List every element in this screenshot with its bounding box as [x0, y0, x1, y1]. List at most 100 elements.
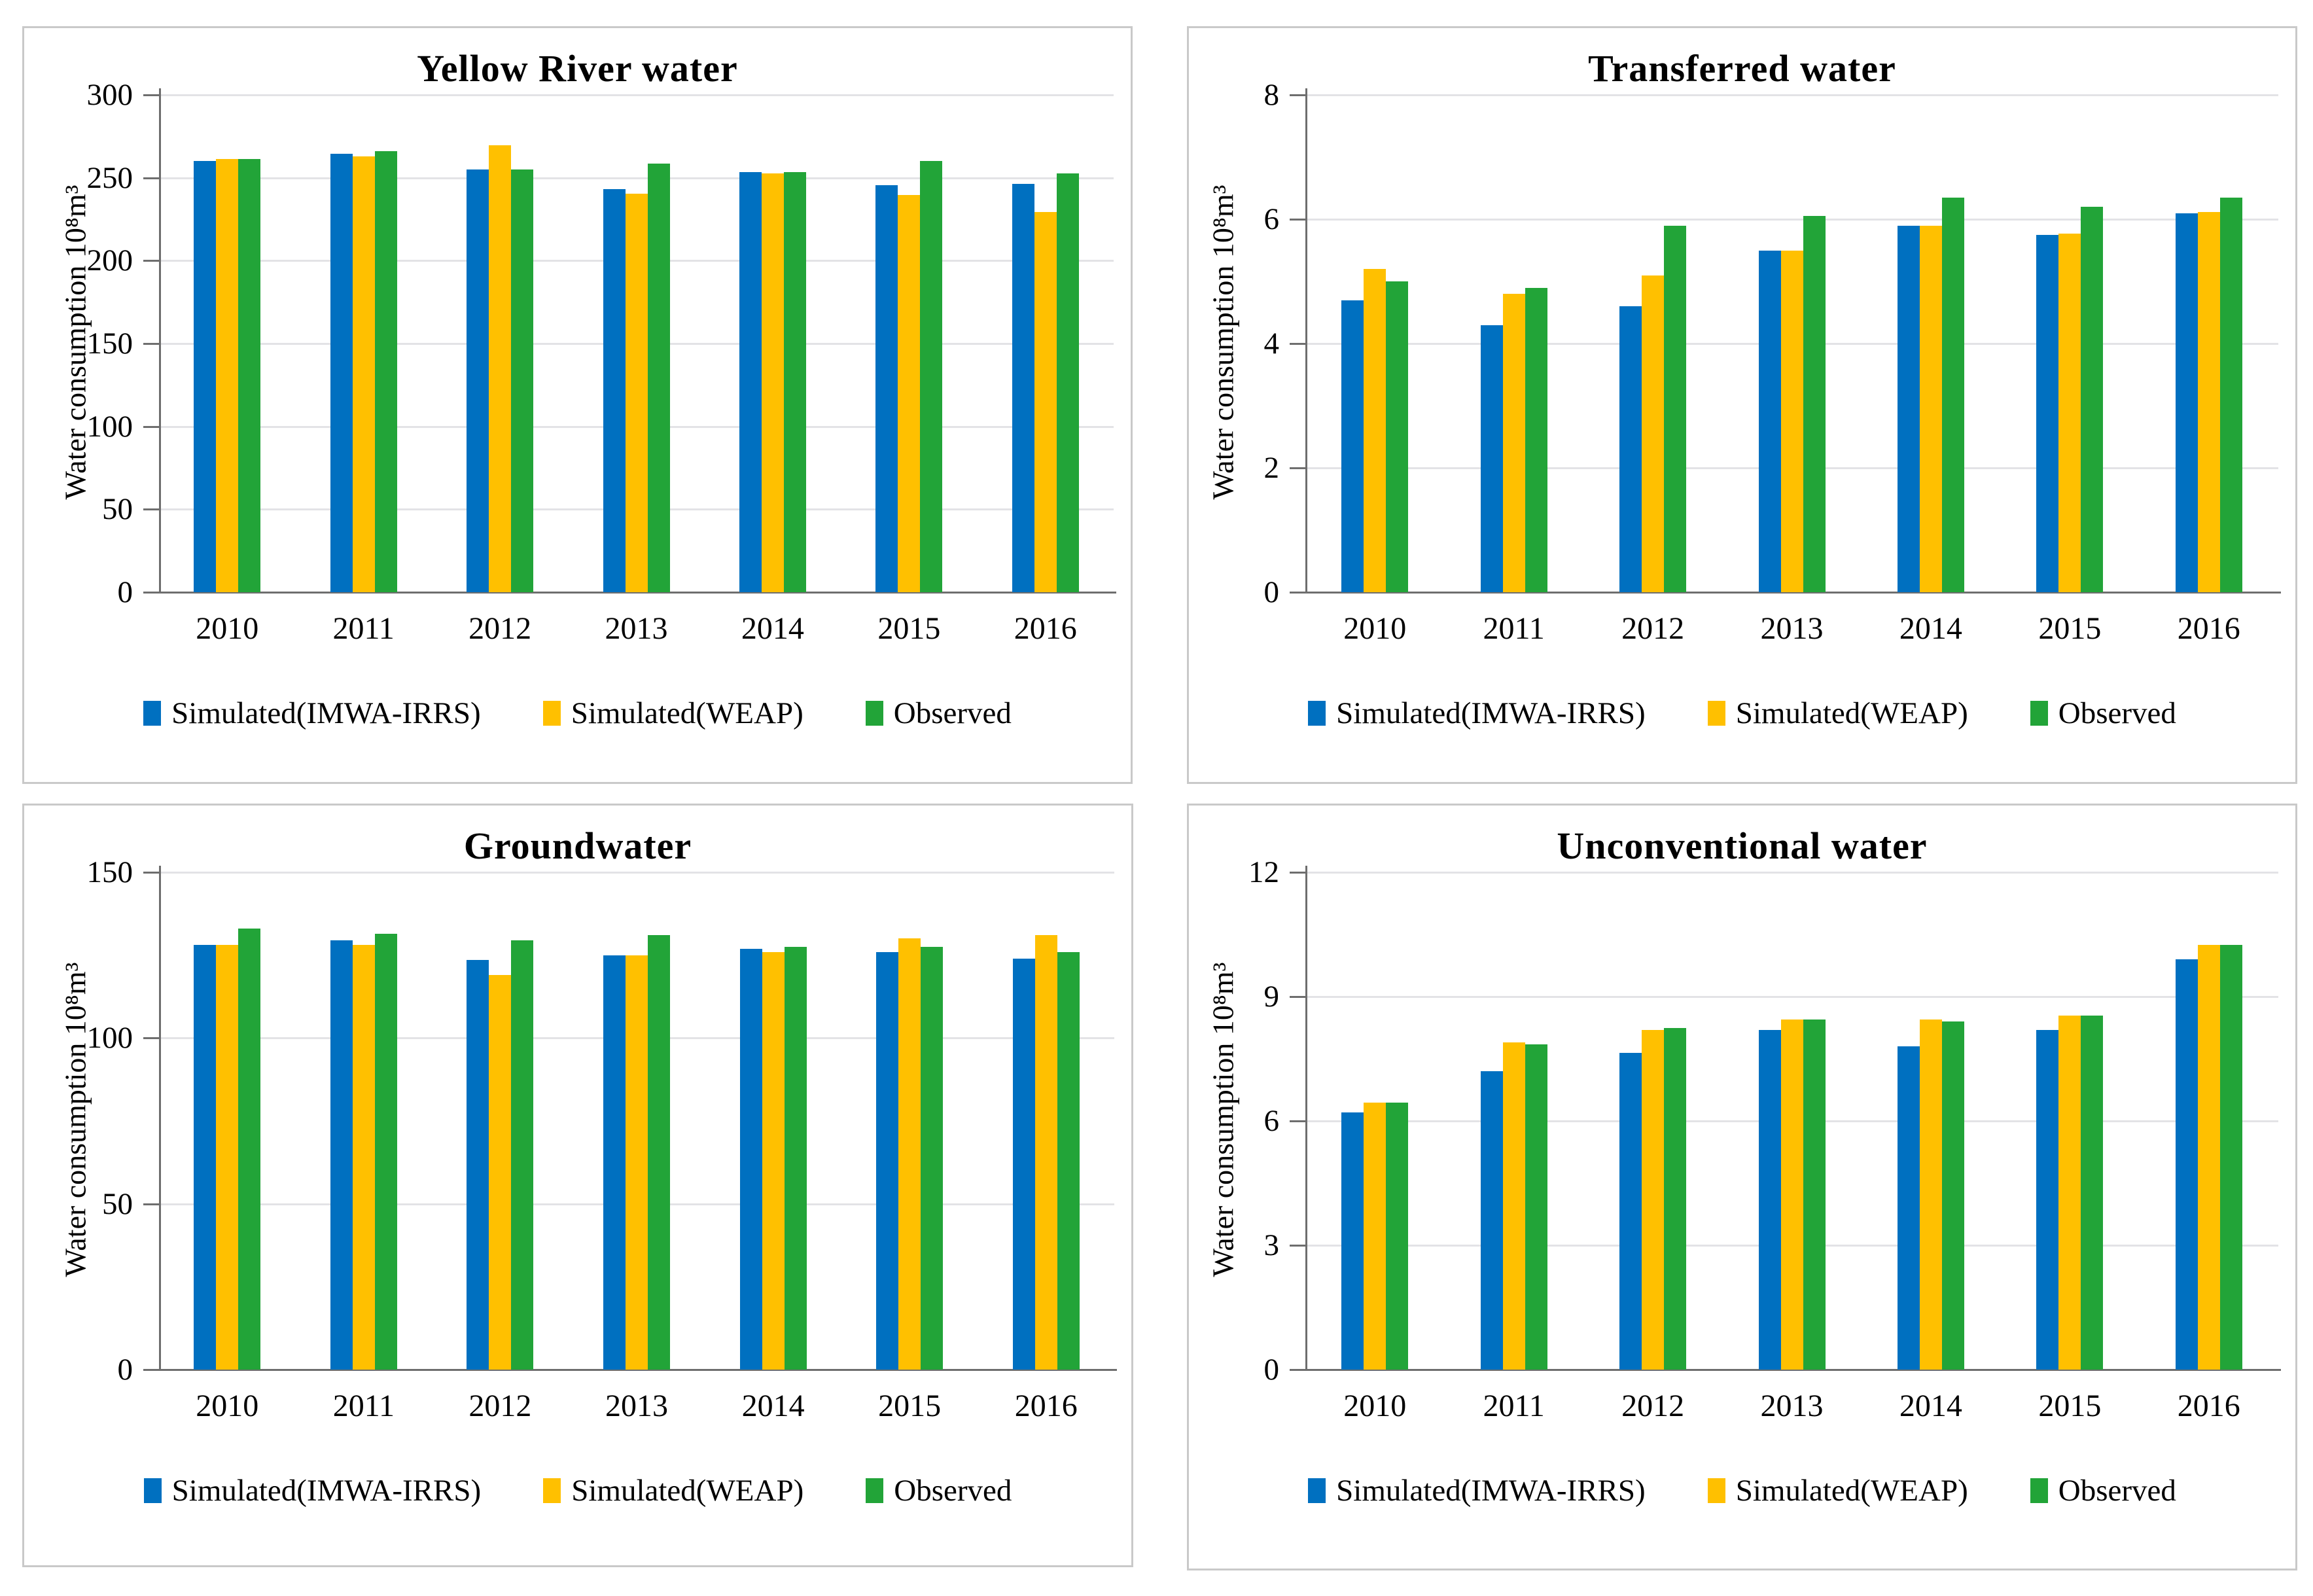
legend-label: Observed — [2058, 1474, 2176, 1508]
bar-simulated-weap--2015 — [2058, 233, 2081, 592]
legend-item: Simulated(IMWA-IRRS) — [143, 696, 481, 731]
legend-marker-simulated-imwa-irrs- — [143, 701, 162, 726]
bar-observed-2015 — [2081, 207, 2104, 592]
bar-simulated-imwa-irrs--2011 — [1480, 325, 1503, 592]
chart-title: Unconventional water — [1557, 825, 1928, 867]
legend-label: Simulated(WEAP) — [1735, 696, 1968, 730]
legend-item: Simulated(WEAP) — [543, 1473, 803, 1508]
legend-label: Simulated(WEAP) — [571, 696, 803, 730]
bar-observed-2010 — [1386, 1102, 1409, 1370]
bar-simulated-weap--2010 — [216, 158, 239, 592]
bar-simulated-imwa-irrs--2010 — [1341, 300, 1364, 592]
x-axis-category-label: 2010 — [196, 1389, 259, 1423]
bar-simulated-weap--2016 — [1034, 935, 1057, 1370]
legend-item: Simulated(WEAP) — [1707, 696, 1968, 731]
x-axis-category-label: 2011 — [332, 1389, 395, 1423]
x-axis-category-label: 2012 — [468, 611, 532, 646]
bar-simulated-imwa-irrs--2013 — [603, 955, 626, 1370]
x-axis-category-label: 2011 — [1483, 611, 1545, 646]
legend-label: Simulated(IMWA-IRRS) — [171, 1474, 482, 1508]
x-axis-category-label: 2012 — [1621, 611, 1685, 646]
bar-simulated-imwa-irrs--2015 — [875, 185, 898, 592]
bar-simulated-imwa-irrs--2012 — [1619, 306, 1642, 592]
legend-label: Observed — [2058, 696, 2176, 730]
bar-observed-2015 — [920, 161, 943, 592]
y-axis-tick-label: 0 — [117, 1353, 133, 1387]
bar-simulated-weap--2013 — [1780, 250, 1803, 592]
bar-simulated-weap--2015 — [2058, 1015, 2081, 1370]
bar-observed-2016 — [2219, 197, 2242, 592]
x-axis-category-label: 2012 — [1621, 1389, 1685, 1423]
bar-simulated-imwa-irrs--2012 — [467, 169, 489, 592]
bar-simulated-imwa-irrs--2011 — [330, 940, 353, 1370]
bar-observed-2012 — [511, 940, 534, 1370]
legend-item: Observed — [866, 1473, 1012, 1508]
bar-observed-2014 — [783, 171, 806, 592]
x-axis-category-label: 2013 — [605, 1389, 668, 1423]
y-axis-tick — [143, 343, 159, 345]
bar-simulated-weap--2013 — [625, 193, 648, 592]
legend-marker-simulated-weap- — [1707, 701, 1725, 726]
bar-observed-2011 — [1525, 1044, 1547, 1370]
bar-simulated-imwa-irrs--2011 — [1480, 1071, 1503, 1370]
bar-simulated-weap--2011 — [1502, 1042, 1525, 1370]
x-axis-category-label: 2014 — [741, 611, 804, 646]
y-axis-line — [159, 88, 161, 594]
legend-item: Observed — [2030, 1473, 2176, 1508]
y-axis-tick — [143, 1369, 159, 1371]
bar-observed-2015 — [2081, 1015, 2104, 1370]
bar-simulated-imwa-irrs--2016 — [1012, 958, 1035, 1370]
legend-item: Observed — [2030, 696, 2176, 731]
x-axis-line — [1305, 1369, 2281, 1371]
y-axis-tick-label: 9 — [1263, 980, 1280, 1014]
bar-simulated-imwa-irrs--2011 — [330, 153, 353, 592]
legend-item: Simulated(IMWA-IRRS) — [143, 1473, 482, 1508]
bar-observed-2016 — [1056, 173, 1079, 592]
legend-marker-observed — [866, 1478, 884, 1503]
y-axis-tick — [143, 872, 159, 874]
plot-area: 0 2 4 6 8 2010 2011 2012 2013 2014 2015 2016 — [1189, 28, 2295, 782]
legend-marker-simulated-imwa-irrs- — [143, 1478, 162, 1503]
legend-marker-simulated-imwa-irrs- — [1308, 701, 1326, 726]
legend-label: Simulated(WEAP) — [1735, 1474, 1968, 1508]
bar-observed-2013 — [647, 164, 670, 592]
bar-observed-2013 — [1803, 216, 1826, 592]
y-axis-tick-label: 250 — [86, 160, 133, 195]
legend-item: Simulated(IMWA-IRRS) — [1308, 696, 1646, 731]
bar-simulated-weap--2016 — [2197, 944, 2220, 1370]
y-axis-tick-label: 8 — [1263, 78, 1280, 112]
y-axis-tick-label: 150 — [86, 327, 133, 361]
bar-simulated-weap--2012 — [489, 975, 512, 1370]
x-axis-line — [159, 1369, 1117, 1371]
bar-simulated-imwa-irrs--2014 — [739, 171, 762, 592]
y-axis-tick-label: 6 — [1263, 1104, 1280, 1138]
y-axis-tick — [1290, 1369, 1305, 1371]
y-axis-tick-label: 6 — [1263, 202, 1280, 236]
y-axis-tick-label: 100 — [86, 409, 133, 444]
bar-simulated-imwa-irrs--2010 — [194, 161, 217, 592]
bar-simulated-imwa-irrs--2014 — [739, 948, 762, 1370]
y-axis-tick-label: 50 — [102, 492, 133, 527]
bar-observed-2012 — [1664, 1027, 1687, 1370]
y-axis-tick-label: 3 — [1263, 1228, 1280, 1262]
y-axis-line — [159, 866, 161, 1371]
x-axis-category-label: 2015 — [878, 1389, 942, 1423]
y-axis-tick — [143, 177, 159, 179]
x-axis-category-label: 2010 — [1343, 1389, 1407, 1423]
legend-label: Observed — [893, 696, 1012, 730]
bar-observed-2012 — [1664, 225, 1687, 592]
legend-label: Simulated(IMWA-IRRS) — [1336, 1474, 1646, 1508]
bar-simulated-weap--2016 — [1034, 211, 1057, 592]
y-axis-tick-label: 0 — [1263, 1353, 1280, 1387]
y-axis-tick-label: 4 — [1263, 327, 1280, 361]
legend-label: Simulated(WEAP) — [571, 1474, 804, 1508]
legend-marker-simulated-weap- — [1707, 1478, 1725, 1503]
bar-simulated-imwa-irrs--2012 — [1619, 1052, 1642, 1370]
bar-simulated-imwa-irrs--2015 — [2036, 234, 2059, 592]
bar-simulated-weap--2011 — [1502, 294, 1525, 592]
x-axis-category-label: 2015 — [2038, 1389, 2102, 1423]
bar-simulated-weap--2014 — [761, 173, 784, 592]
bar-simulated-weap--2012 — [489, 145, 512, 592]
panel-groundwater: Groundwater Water consumption 10⁸m³ 0 50 1… — [22, 804, 1133, 1567]
panel-unconventional-water: Unconventional water Water consumption 1… — [1187, 804, 2297, 1570]
